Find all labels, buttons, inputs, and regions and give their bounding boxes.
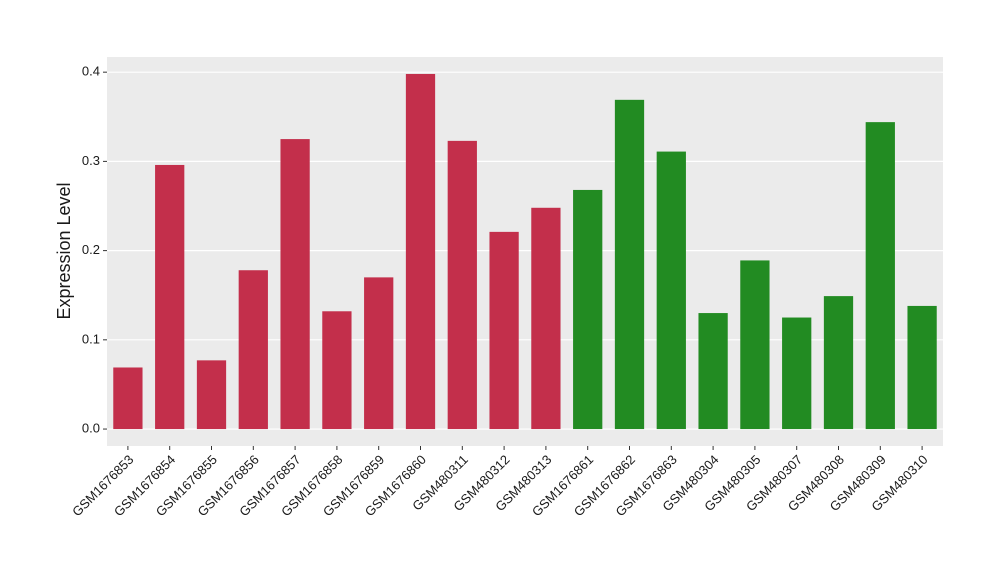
y-tick-label: 0.3 [82,153,100,168]
bar [238,270,268,430]
plot-panel [107,57,943,446]
bar [656,151,686,430]
bar [322,311,352,430]
bar [364,277,394,430]
y-tick-label: 0.2 [82,242,100,257]
bar [782,317,812,430]
y-tick-label: 0.1 [82,331,100,346]
bar [489,231,519,430]
y-tick-label: 0.4 [82,64,100,79]
bar [823,296,854,430]
bar [405,73,436,430]
bar [196,360,227,430]
bar [865,122,895,430]
bar [907,305,937,430]
y-axis-title: Expression Level [54,182,74,319]
bar [155,164,185,430]
bar [531,207,561,430]
bar [614,99,645,430]
bar [280,139,310,430]
bar [698,313,728,430]
bar [573,189,603,430]
bar [113,367,143,430]
bar [740,260,770,430]
y-tick-label: 0.0 [82,420,100,435]
bar [447,140,477,430]
